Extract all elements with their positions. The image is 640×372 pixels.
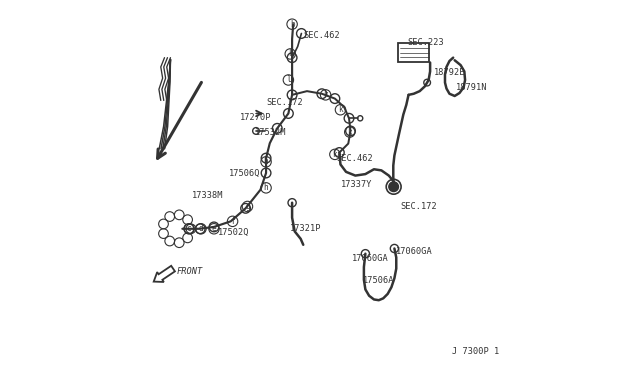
Text: d: d <box>198 224 204 233</box>
Text: SEC.223: SEC.223 <box>408 38 444 47</box>
Text: FRONT: FRONT <box>177 267 203 276</box>
Text: 17338M: 17338M <box>191 191 223 200</box>
Text: J 7300P 1: J 7300P 1 <box>452 347 499 356</box>
Text: c: c <box>187 224 191 233</box>
Text: SEC.462: SEC.462 <box>303 31 340 40</box>
Text: k: k <box>338 105 343 114</box>
Text: SEC.172: SEC.172 <box>266 98 303 107</box>
Text: SEC.462: SEC.462 <box>337 154 374 163</box>
Text: k: k <box>333 150 337 159</box>
Text: SEC.172: SEC.172 <box>400 202 436 211</box>
Text: g: g <box>245 202 250 211</box>
Text: l: l <box>286 76 291 84</box>
Text: 17060GA: 17060GA <box>351 254 388 263</box>
Text: 17337Y: 17337Y <box>340 180 372 189</box>
Text: 17270P: 17270P <box>240 113 271 122</box>
Text: 17502Q: 17502Q <box>218 228 249 237</box>
Text: h: h <box>264 183 268 192</box>
Text: h: h <box>264 157 268 166</box>
Text: f: f <box>230 217 235 226</box>
Text: 17506A: 17506A <box>363 276 394 285</box>
Text: k: k <box>348 128 352 137</box>
Bar <box>399 43 429 62</box>
Text: 17321P: 17321P <box>291 224 322 233</box>
Text: b: b <box>290 20 294 29</box>
Circle shape <box>389 182 399 192</box>
Text: 17060GA: 17060GA <box>396 247 433 256</box>
Text: 17532M: 17532M <box>255 128 287 137</box>
Text: 18791N: 18791N <box>456 83 487 92</box>
Text: 18792E: 18792E <box>433 68 465 77</box>
Text: k: k <box>323 90 328 99</box>
Text: k: k <box>288 49 292 58</box>
Text: 17506Q: 17506Q <box>229 169 260 177</box>
Text: e: e <box>212 224 216 233</box>
